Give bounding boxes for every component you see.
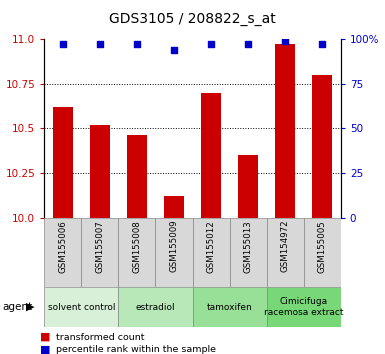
FancyBboxPatch shape — [192, 218, 229, 287]
Point — [319, 41, 325, 47]
FancyBboxPatch shape — [267, 218, 304, 287]
FancyBboxPatch shape — [81, 218, 119, 287]
FancyBboxPatch shape — [156, 218, 192, 287]
Text: GSM154972: GSM154972 — [281, 220, 290, 273]
FancyBboxPatch shape — [192, 287, 267, 327]
Text: ■: ■ — [40, 345, 51, 354]
Bar — [90, 125, 110, 218]
FancyBboxPatch shape — [229, 218, 267, 287]
Point — [134, 41, 140, 47]
Bar — [127, 136, 147, 218]
Point — [282, 38, 288, 44]
Bar — [275, 44, 295, 218]
Text: GSM155006: GSM155006 — [58, 220, 67, 273]
FancyBboxPatch shape — [267, 287, 341, 327]
Text: GSM155009: GSM155009 — [169, 220, 179, 273]
Text: GSM155007: GSM155007 — [95, 220, 104, 273]
Bar — [312, 75, 332, 218]
Text: GSM155013: GSM155013 — [244, 220, 253, 273]
FancyBboxPatch shape — [119, 287, 192, 327]
FancyBboxPatch shape — [119, 218, 156, 287]
Bar — [238, 155, 258, 218]
Point — [171, 47, 177, 52]
Point — [208, 41, 214, 47]
Text: solvent control: solvent control — [48, 303, 115, 312]
Text: ▶: ▶ — [26, 302, 35, 312]
Text: agent: agent — [2, 302, 32, 312]
FancyBboxPatch shape — [44, 218, 81, 287]
Text: estradiol: estradiol — [136, 303, 175, 312]
Point — [245, 41, 251, 47]
FancyBboxPatch shape — [44, 287, 119, 327]
FancyBboxPatch shape — [304, 218, 341, 287]
Text: GDS3105 / 208822_s_at: GDS3105 / 208822_s_at — [109, 12, 276, 27]
Text: percentile rank within the sample: percentile rank within the sample — [56, 345, 216, 354]
Text: Cimicifuga
racemosa extract: Cimicifuga racemosa extract — [264, 297, 343, 317]
Text: transformed count: transformed count — [56, 332, 144, 342]
Text: GSM155008: GSM155008 — [132, 220, 141, 273]
Text: GSM155012: GSM155012 — [206, 220, 216, 273]
Point — [97, 41, 103, 47]
Bar — [164, 196, 184, 218]
Text: tamoxifen: tamoxifen — [207, 303, 253, 312]
Text: ■: ■ — [40, 332, 51, 342]
Bar — [53, 107, 73, 218]
Point — [60, 41, 66, 47]
Bar — [201, 93, 221, 218]
Text: GSM155005: GSM155005 — [318, 220, 327, 273]
